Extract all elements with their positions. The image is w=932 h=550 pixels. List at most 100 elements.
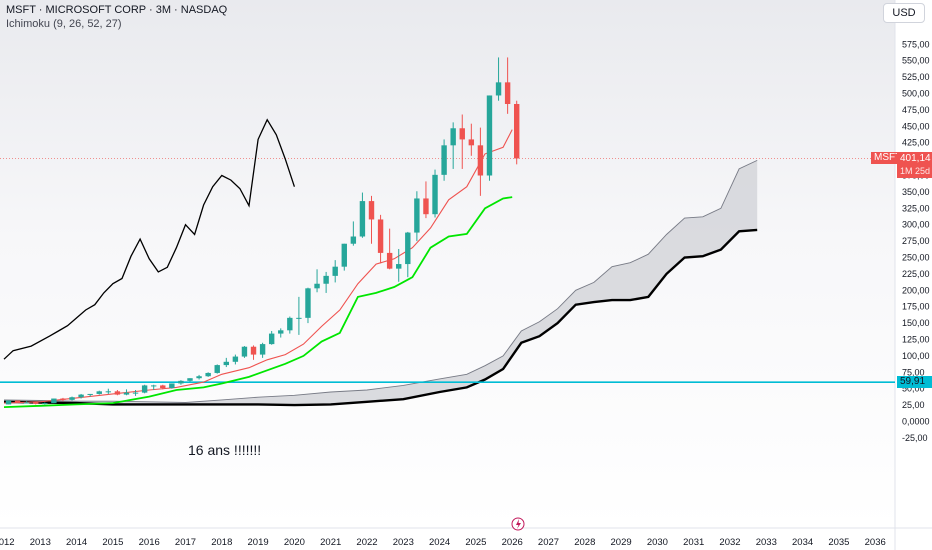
senkou-span-b [3, 228, 758, 407]
candle-body [359, 201, 366, 237]
candle-body [450, 128, 456, 146]
indicator-label: Ichimoku (9, 26, 52, 27) [6, 18, 122, 30]
y-tick-label: 250,00 [902, 253, 930, 263]
x-tick-label: 2015 [102, 537, 123, 548]
candle-body [160, 385, 166, 389]
candle-body [105, 391, 112, 393]
x-tick-label: 2033 [756, 537, 777, 548]
kijun-sen [3, 196, 513, 408]
candle-body [332, 266, 338, 276]
candle-body [187, 378, 193, 381]
y-tick-label: 525,00 [902, 72, 930, 82]
candle-body [414, 198, 420, 233]
x-tick-label: 2036 [865, 537, 886, 548]
currency-button[interactable]: USD [883, 3, 925, 23]
x-tick-label: 2027 [538, 537, 559, 548]
candle-body [132, 392, 139, 394]
candle-body [78, 394, 84, 398]
x-tick-label: 2024 [429, 537, 450, 548]
candle-body [396, 264, 402, 269]
candle-body [214, 365, 220, 373]
x-tick-label: 2016 [139, 537, 160, 548]
y-tick-label: 100,00 [902, 351, 930, 361]
y-tick-label: 500,00 [902, 89, 930, 99]
x-tick-label: 2020 [284, 537, 305, 548]
y-tick-label: 550,00 [902, 56, 930, 66]
y-tick-label: 0,0000 [902, 417, 930, 427]
y-tick-label: 450,00 [902, 121, 930, 131]
bolt-glyph [516, 519, 521, 529]
price-value: 401,14 [900, 153, 931, 165]
chart-title: MSFT · MICROSOFT CORP · 3M · NASDAQ [6, 4, 228, 16]
candle-body [423, 198, 429, 215]
candle-body [368, 201, 375, 220]
price-symbol: MSFT [874, 152, 902, 164]
candle-body [33, 402, 39, 404]
y-tick-label: 50,00 [902, 384, 925, 394]
candle-body [486, 95, 493, 176]
level-value-tag: 59,91 [897, 376, 932, 389]
x-tick-label: 2018 [211, 537, 232, 548]
y-tick-label: 575,00 [902, 39, 930, 49]
candle-body [14, 400, 21, 403]
x-tick-label: 2026 [502, 537, 523, 548]
candle-body [250, 346, 257, 355]
candle-body [278, 330, 284, 334]
candle-body [287, 317, 293, 331]
candle-body [441, 145, 447, 175]
candle-body [23, 402, 30, 404]
candle-body [268, 333, 275, 345]
x-tick-label: 2025 [465, 537, 486, 548]
y-tick-label: 125,00 [902, 335, 930, 345]
candle-body [141, 385, 148, 393]
y-tick-label: 350,00 [902, 187, 930, 197]
candle-body [232, 356, 239, 362]
y-tick-label: 425,00 [902, 138, 930, 148]
y-tick-label: 25,00 [902, 400, 925, 410]
candle-body [504, 82, 511, 104]
candle-body [87, 393, 93, 395]
y-tick-label: 475,00 [902, 105, 930, 115]
candle-body [323, 275, 329, 284]
candle-body [241, 346, 248, 357]
annotation-text: 16 ans !!!!!!! [188, 442, 261, 458]
x-tick-label: 2030 [647, 537, 668, 548]
candle-body [114, 391, 121, 395]
price-symbol-tag: MSFT [871, 152, 905, 165]
candle-body [196, 376, 202, 379]
candle-body [377, 219, 384, 253]
x-tick-label: 2031 [683, 537, 704, 548]
candle-body [386, 252, 393, 269]
x-tick-label: 2014 [66, 537, 87, 548]
x-tick-label: 2032 [719, 537, 740, 548]
candle-body [60, 398, 66, 400]
candle-body [96, 391, 102, 394]
candle-body [123, 392, 130, 395]
candle-body [432, 174, 438, 215]
candle-body [459, 128, 465, 140]
candle-body [69, 397, 75, 400]
candle-body [314, 283, 320, 289]
x-tick-label: 2034 [792, 537, 813, 548]
candle-body [514, 103, 520, 159]
candle-body [51, 398, 57, 404]
x-tick-label: 2023 [393, 537, 414, 548]
lagging-span [3, 118, 296, 360]
y-tick-label: 325,00 [902, 203, 930, 213]
candle-body [151, 385, 157, 387]
ichimoku-cloud [4, 160, 758, 406]
y-tick-label: -25,00 [902, 433, 928, 443]
y-tick-label: 75,00 [902, 367, 925, 377]
x-tick-label: 2022 [356, 537, 377, 548]
candle-body [169, 383, 175, 389]
senkou-span-a [3, 159, 758, 403]
candle-body [477, 145, 484, 176]
candle-body [405, 232, 411, 265]
candle-body [495, 82, 502, 96]
y-tick-label: 300,00 [902, 220, 930, 230]
countdown: 1M 25d [900, 166, 931, 177]
x-tick-label: 2028 [574, 537, 595, 548]
x-tick-label: 2029 [611, 537, 632, 548]
x-tick-label: 2021 [320, 537, 341, 548]
